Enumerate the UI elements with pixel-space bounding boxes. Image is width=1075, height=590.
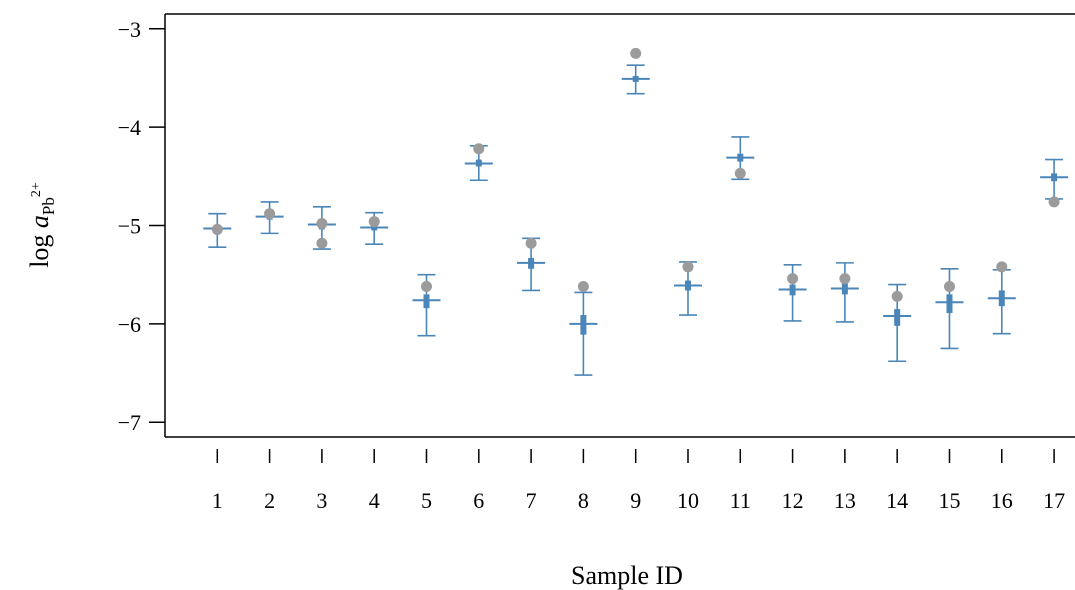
error-bar-box (946, 294, 953, 314)
y-axis-title-symbol: a (25, 215, 54, 228)
x-tick-label: 15 (938, 488, 960, 513)
data-point (839, 273, 851, 285)
data-point (787, 273, 799, 285)
y-axis-title-prefix: log (25, 228, 54, 268)
data-point (525, 237, 537, 249)
x-tick-label: 17 (1043, 488, 1065, 513)
data-point (734, 167, 746, 179)
data-point (943, 280, 955, 292)
observed-points (211, 47, 1060, 302)
data-point (211, 223, 223, 235)
x-tick-label: 12 (782, 488, 804, 513)
y-axis-title-superscript: 2+ (29, 182, 44, 197)
data-point (996, 261, 1008, 273)
x-axis-ticks: 1 2 3 4 5 6 7 8 9 10 11 12 13 14 15 16 17 (212, 449, 1065, 513)
x-tick-label: 7 (526, 488, 537, 513)
y-axis-title-subscript: Pb (39, 197, 58, 215)
error-bar-box (894, 309, 901, 326)
x-tick-label: 1 (212, 488, 223, 513)
y-axis-ticks: −3 −4 −5 −6 −7 (118, 17, 165, 435)
y-tick-label: −6 (118, 312, 141, 337)
data-point (316, 218, 328, 230)
data-point (420, 280, 432, 292)
data-point (577, 280, 589, 292)
x-axis-title: Sample ID (571, 561, 683, 590)
data-point (682, 261, 694, 273)
data-point (368, 216, 380, 228)
data-point (264, 208, 276, 220)
y-tick-label: −5 (118, 214, 141, 239)
error-bars (203, 64, 1069, 376)
x-tick-label: 8 (578, 488, 589, 513)
y-tick-label: −3 (118, 17, 141, 42)
data-point (473, 143, 485, 155)
x-tick-label: 13 (834, 488, 856, 513)
y-axis-title: log aPb2+ (25, 182, 58, 268)
x-tick-label: 3 (316, 488, 327, 513)
plot-frame (164, 13, 1075, 438)
x-tick-label: 14 (886, 488, 908, 513)
data-point (891, 290, 903, 302)
data-point (1048, 196, 1060, 208)
x-tick-label: 5 (421, 488, 432, 513)
x-tick-label: 4 (369, 488, 380, 513)
y-tick-label: −7 (118, 410, 141, 435)
data-point (316, 237, 328, 249)
x-tick-label: 10 (677, 488, 699, 513)
x-tick-label: 2 (264, 488, 275, 513)
data-point (630, 47, 642, 59)
x-tick-label: 9 (630, 488, 641, 513)
x-tick-label: 11 (730, 488, 751, 513)
x-tick-label: 6 (473, 488, 484, 513)
x-tick-label: 16 (991, 488, 1013, 513)
y-tick-label: −4 (118, 115, 141, 140)
